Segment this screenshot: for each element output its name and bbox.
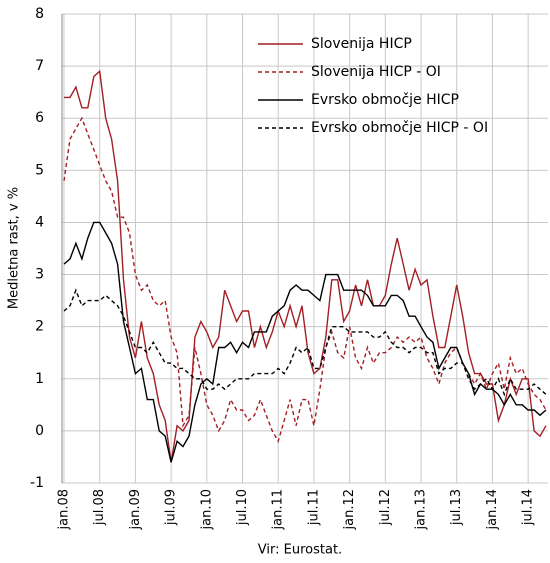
x-tick-label: jul.11 <box>306 489 321 526</box>
y-tick-label: -1 <box>30 475 44 491</box>
x-tick-label: jan.10 <box>199 489 214 531</box>
y-tick-label: 6 <box>35 110 44 126</box>
legend-label: Slovenija HICP <box>311 36 412 52</box>
y-tick-label: 1 <box>35 371 44 387</box>
x-tick-label: jul.13 <box>449 489 464 526</box>
legend-label: Slovenija HICP - OI <box>311 64 441 80</box>
y-tick-label: 8 <box>35 6 44 22</box>
x-tick-label: jan.14 <box>485 489 500 531</box>
legend-label: Evrsko območje HICP - OI <box>311 120 488 136</box>
y-tick-label: 2 <box>35 319 44 335</box>
y-tick-label: 3 <box>35 267 44 283</box>
source: Vir: Eurostat. <box>258 543 342 558</box>
x-tick-label: jan.09 <box>128 489 143 531</box>
y-tick-label: 5 <box>35 162 44 178</box>
x-tick-label: jul.10 <box>235 489 250 526</box>
x-tick-label: jan.12 <box>342 489 357 531</box>
series-line <box>63 288 547 397</box>
x-tick-label: jan.13 <box>414 489 429 531</box>
x-tick-label: jan.11 <box>271 489 286 531</box>
legend-label: Evrsko območje HICP <box>311 92 459 108</box>
series-line <box>63 221 547 463</box>
y-tick-label: 4 <box>35 214 44 230</box>
x-tick-label: jul.09 <box>164 489 179 526</box>
series-line <box>64 69 547 463</box>
x-tick-label: jul.08 <box>92 489 107 526</box>
x-tick-label: jul.14 <box>521 489 536 526</box>
y-tick-label: 0 <box>35 423 44 439</box>
x-tick-label: jul.12 <box>378 489 393 526</box>
y-axis-label: Medletna rast, v % <box>7 187 22 309</box>
x-tick-label: jan.08 <box>57 489 72 531</box>
y-tick-label: 7 <box>35 58 44 74</box>
